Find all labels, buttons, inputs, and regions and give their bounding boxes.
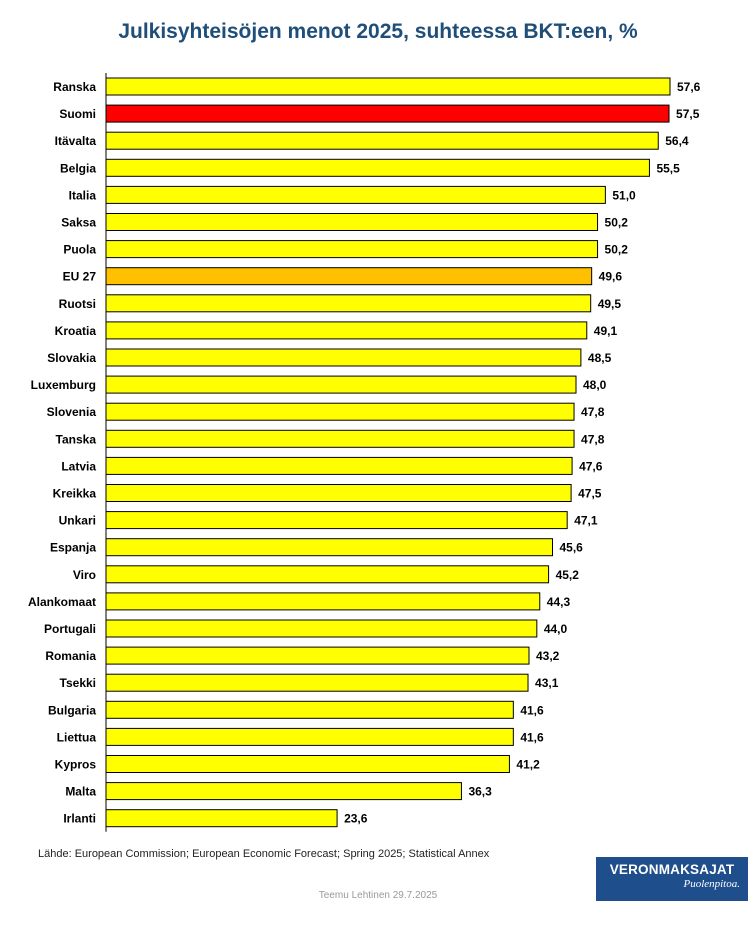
chart-title: Julkisyhteisöjen menot 2025, suhteessa B…: [118, 20, 638, 43]
category-label: Liettua: [57, 730, 97, 744]
category-label: Tanska: [56, 432, 97, 446]
category-label: Malta: [65, 785, 96, 799]
bar: [105, 348, 582, 367]
bar: [105, 213, 599, 231]
category-label: Luxemburg: [31, 378, 96, 392]
category-label: Espanja: [50, 541, 96, 555]
author-note: Teemu Lehtinen 29.7.2025: [318, 890, 438, 901]
bar: [105, 484, 572, 502]
value-label: 57,6: [677, 80, 701, 94]
category-label: Belgia: [60, 161, 96, 175]
value-label: 36,3: [468, 785, 492, 799]
value-label: 48,0: [583, 378, 607, 392]
bar: [105, 402, 575, 421]
category-label: Romania: [45, 649, 96, 663]
bar: [105, 511, 568, 530]
bar: [105, 267, 593, 286]
bar: [105, 782, 462, 801]
bar: [105, 240, 599, 259]
value-label: 41,6: [520, 703, 544, 717]
bar: [105, 565, 550, 584]
value-label: 49,6: [599, 270, 623, 284]
value-label: 47,5: [578, 487, 602, 501]
value-label: 43,1: [535, 676, 559, 690]
category-label: Slovenia: [47, 405, 97, 419]
category-label: Slovakia: [47, 351, 96, 365]
value-label: 49,5: [598, 297, 622, 311]
category-label: Italia: [69, 188, 97, 202]
value-label: 55,5: [656, 161, 680, 175]
veronmaksajat-logo: VERONMAKSAJAT Puolenpitoa.: [596, 857, 748, 901]
value-label: 41,2: [516, 758, 540, 772]
category-label: Bulgaria: [48, 703, 96, 717]
category-label: Latvia: [61, 459, 96, 473]
category-label: Suomi: [59, 107, 96, 121]
source-note: Lähde: European Commission; European Eco…: [38, 848, 490, 860]
bar: [105, 294, 592, 313]
bar: [105, 158, 650, 177]
category-label: Puola: [63, 243, 96, 257]
value-label: 56,4: [665, 134, 689, 148]
value-label: 47,8: [581, 432, 605, 446]
category-label: Kypros: [55, 758, 97, 772]
logo-tagline: Puolenpitoa.: [683, 878, 740, 890]
category-label: Tsekki: [60, 676, 96, 690]
category-label: Ruotsi: [59, 297, 96, 311]
bar: [105, 321, 588, 340]
category-label: Kreikka: [53, 487, 97, 501]
category-label: Alankomaat: [28, 595, 96, 609]
value-label: 47,6: [579, 459, 603, 473]
bar: [105, 77, 671, 96]
bar: [105, 646, 530, 665]
logo-name: VERONMAKSAJAT: [609, 862, 735, 877]
bar: [105, 673, 529, 692]
bar: [105, 700, 514, 719]
bar: [105, 429, 575, 448]
bar: [105, 185, 606, 204]
bar: [105, 592, 541, 611]
category-label: Viro: [73, 568, 96, 582]
bar: [105, 809, 338, 828]
bar: [105, 131, 659, 150]
category-label: Ranska: [53, 80, 96, 94]
value-label: 47,1: [574, 514, 598, 528]
bar: [105, 456, 573, 475]
category-label: Kroatia: [55, 324, 97, 338]
category-label: Unkari: [59, 514, 96, 528]
bar: [105, 619, 538, 638]
value-label: 44,3: [547, 595, 571, 609]
value-label: 50,2: [605, 216, 629, 230]
value-label: 47,8: [581, 405, 605, 419]
category-label: EU 27: [63, 270, 97, 284]
value-label: 44,0: [544, 622, 568, 636]
category-label: Portugali: [44, 622, 96, 636]
category-label: Itävalta: [55, 134, 97, 148]
value-label: 49,1: [594, 324, 618, 338]
bar: [105, 375, 577, 394]
value-label: 45,6: [560, 541, 584, 555]
value-label: 43,2: [536, 649, 560, 663]
value-label: 57,5: [676, 107, 700, 121]
category-label: Saksa: [61, 216, 96, 230]
value-label: 48,5: [588, 351, 612, 365]
value-label: 45,2: [556, 568, 580, 582]
value-label: 41,6: [520, 730, 544, 744]
bar: [105, 727, 514, 746]
category-label: Irlanti: [63, 812, 96, 826]
bar: [105, 755, 510, 773]
value-label: 50,2: [605, 243, 629, 257]
value-label: 23,6: [344, 812, 368, 826]
bar: [105, 538, 553, 557]
value-label: 51,0: [612, 188, 636, 202]
bar: [105, 104, 670, 123]
